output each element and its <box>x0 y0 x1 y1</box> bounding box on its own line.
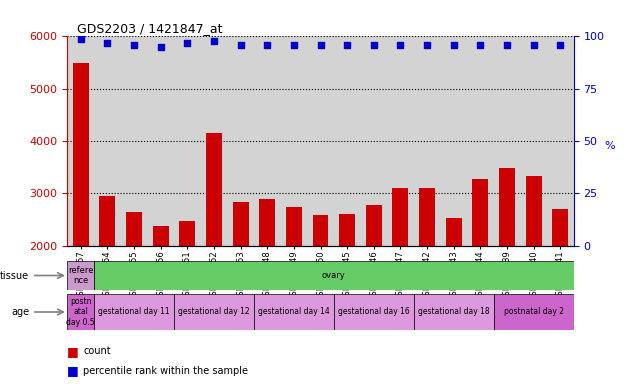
Point <box>315 42 326 48</box>
Bar <box>206 133 222 350</box>
Bar <box>414 294 494 330</box>
Bar <box>334 294 414 330</box>
Bar <box>94 294 174 330</box>
Text: gestational day 16: gestational day 16 <box>338 308 410 316</box>
Text: age: age <box>11 307 29 317</box>
Bar <box>445 218 462 350</box>
Bar <box>179 221 196 350</box>
Bar <box>67 261 94 290</box>
Point <box>156 44 166 50</box>
Point <box>102 40 112 46</box>
Bar <box>419 188 435 350</box>
Text: percentile rank within the sample: percentile rank within the sample <box>83 366 248 376</box>
Bar <box>153 226 169 350</box>
Point <box>182 40 192 46</box>
Point <box>529 42 539 48</box>
Bar <box>339 214 355 350</box>
Point <box>76 35 86 41</box>
Bar <box>366 205 382 350</box>
Bar <box>67 294 94 330</box>
Bar <box>126 212 142 350</box>
Bar <box>233 202 249 350</box>
Point <box>129 42 139 48</box>
Point <box>235 42 246 48</box>
Bar <box>392 188 408 350</box>
Point <box>555 42 565 48</box>
Text: postnatal day 2: postnatal day 2 <box>504 308 563 316</box>
Text: GDS2203 / 1421847_at: GDS2203 / 1421847_at <box>78 22 223 35</box>
Point <box>475 42 485 48</box>
Bar <box>499 168 515 350</box>
Bar <box>553 209 569 350</box>
Y-axis label: %: % <box>604 141 615 151</box>
Bar <box>472 179 488 350</box>
Bar <box>526 176 542 350</box>
Point <box>369 42 379 48</box>
Point <box>342 42 353 48</box>
Text: ovary: ovary <box>322 271 345 280</box>
Point <box>288 42 299 48</box>
Point <box>422 42 432 48</box>
Bar <box>494 294 574 330</box>
Text: gestational day 12: gestational day 12 <box>178 308 250 316</box>
Text: gestational day 11: gestational day 11 <box>98 308 170 316</box>
Text: count: count <box>83 346 111 356</box>
Text: refere
nce: refere nce <box>68 266 94 285</box>
Text: gestational day 18: gestational day 18 <box>418 308 490 316</box>
Bar <box>174 294 254 330</box>
Point <box>502 42 512 48</box>
Text: postn
atal
day 0.5: postn atal day 0.5 <box>66 297 95 327</box>
Point <box>209 38 219 44</box>
Point <box>395 42 406 48</box>
Bar <box>72 63 88 350</box>
Bar <box>286 207 302 350</box>
Point <box>262 42 272 48</box>
Point <box>449 42 459 48</box>
Bar <box>313 215 328 350</box>
Text: gestational day 14: gestational day 14 <box>258 308 329 316</box>
Text: tissue: tissue <box>0 270 29 281</box>
Bar <box>259 199 275 350</box>
Bar <box>99 196 115 350</box>
Text: ■: ■ <box>67 364 79 377</box>
Text: ■: ■ <box>67 345 79 358</box>
Bar <box>254 294 334 330</box>
